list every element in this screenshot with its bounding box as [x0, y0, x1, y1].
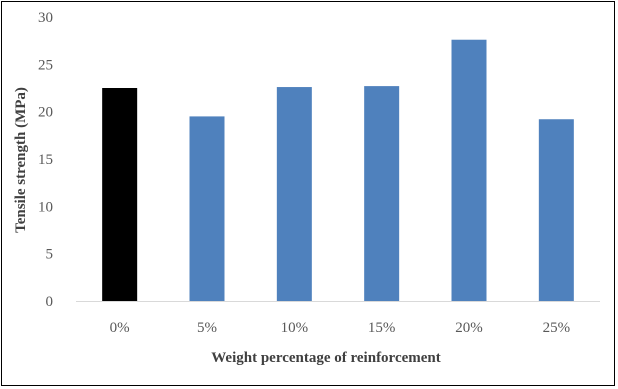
x-tick-label: 10%	[281, 320, 309, 336]
bar	[276, 87, 312, 301]
bar	[364, 86, 400, 302]
bar	[189, 116, 225, 302]
bar	[102, 88, 138, 301]
x-axis-label: Weight percentage of reinforcement	[211, 350, 441, 366]
x-axis-ticks: 0% 5% 10% 15% 20% 25%	[110, 320, 570, 336]
y-tick-label: 15	[38, 152, 53, 168]
x-tick-label: 0%	[110, 320, 130, 336]
x-tick-label: 15%	[368, 320, 396, 336]
bar	[451, 39, 487, 301]
y-tick-label: 20	[38, 105, 53, 121]
x-tick-label: 5%	[197, 320, 217, 336]
x-tick-label: 20%	[455, 320, 483, 336]
y-axis-label: Tensile strength (MPa)	[13, 87, 29, 233]
y-tick-label: 5	[46, 247, 54, 263]
y-axis-ticks: 0 5 10 15 20 25 30	[38, 10, 53, 310]
y-tick-label: 10	[38, 199, 53, 215]
y-tick-label: 0	[46, 294, 54, 310]
bar	[538, 119, 574, 302]
y-tick-label: 25	[38, 57, 53, 73]
x-tick-label: 25%	[543, 320, 571, 336]
bars	[102, 39, 574, 302]
y-tick-label: 30	[38, 10, 53, 26]
